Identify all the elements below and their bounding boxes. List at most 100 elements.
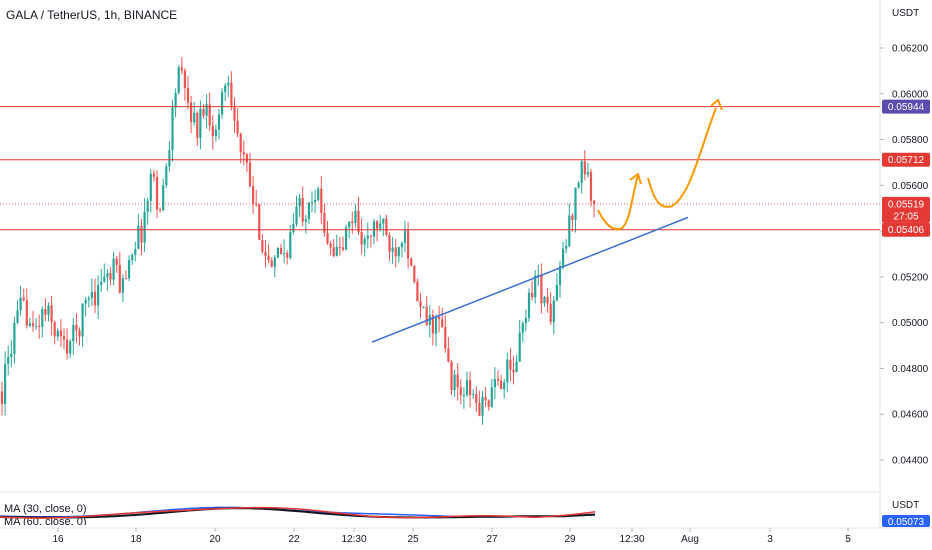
candle-body — [131, 254, 134, 261]
candle-body — [304, 219, 307, 222]
candle-body — [490, 387, 493, 407]
candle-body — [193, 113, 196, 123]
candle-body — [431, 315, 434, 334]
candle-body — [472, 394, 475, 396]
time-tick-label: 12:30 — [341, 534, 366, 545]
candle-body — [385, 218, 388, 236]
candle-body — [549, 303, 552, 322]
candle-body — [416, 281, 419, 302]
candle-body — [341, 247, 345, 250]
candle-body — [363, 238, 366, 245]
candle-body — [447, 348, 450, 362]
candle-body — [348, 221, 351, 228]
candle-body — [283, 253, 286, 255]
candle-body — [379, 223, 382, 229]
candle-body — [469, 380, 472, 396]
candle-body — [248, 162, 252, 187]
resistance-mid-label-text: 0.05712 — [888, 155, 925, 166]
candle-body — [400, 242, 403, 248]
time-tick-label: 18 — [130, 534, 142, 545]
price-tick-label: 0.06000 — [892, 89, 929, 100]
time-tick-label: 20 — [209, 534, 221, 545]
time-tick-label: 3 — [767, 534, 773, 545]
candle-body — [397, 247, 400, 257]
candle-body — [22, 297, 25, 301]
candle-body — [586, 172, 589, 175]
candle-body — [87, 298, 90, 300]
candle-body — [509, 359, 512, 370]
candle-body — [279, 247, 283, 254]
current-price-label-text: 27:05 — [893, 211, 918, 222]
candle-body — [391, 247, 394, 252]
candle-body — [410, 258, 413, 266]
ma60-label[interactable]: MA (60, close, 0) — [4, 516, 87, 525]
candle-body — [72, 324, 75, 342]
candle-body — [295, 206, 298, 225]
candle-body — [128, 260, 131, 279]
current-price-label-text: 0.05519 — [888, 199, 925, 210]
candle-body — [270, 260, 273, 267]
ma-value-box — [882, 515, 930, 527]
time-tick-label: 5 — [845, 534, 851, 545]
candle-body — [112, 258, 115, 280]
candle-body — [180, 67, 183, 71]
candle-body — [155, 176, 159, 210]
candle-body — [589, 172, 593, 201]
current-price-label-box — [882, 196, 930, 223]
trendline — [371, 216, 689, 343]
candle-body — [562, 248, 565, 267]
candle-body — [369, 235, 372, 237]
candle-body — [434, 316, 438, 334]
candle-body — [162, 185, 165, 211]
price-tick-label: 0.05600 — [892, 181, 929, 192]
candle-body — [326, 232, 329, 244]
candle-body — [168, 150, 171, 167]
candle-body — [174, 93, 177, 108]
candle-body — [4, 363, 7, 404]
price-tick-label: 0.04600 — [892, 410, 929, 421]
candle-body — [593, 200, 596, 204]
candle-body — [81, 303, 84, 337]
candle-body — [307, 202, 310, 220]
candle-body — [236, 120, 239, 134]
candle-body — [159, 209, 162, 211]
ma30-label[interactable]: MA (30, close, 0) — [4, 503, 87, 515]
candle-body — [500, 380, 503, 390]
candle-body — [258, 204, 261, 240]
candle-body — [527, 292, 531, 318]
candle-body — [118, 264, 121, 293]
candle-body — [512, 369, 515, 373]
time-tick-label: 22 — [288, 534, 300, 545]
candle-body — [577, 182, 580, 188]
candle-body — [394, 247, 397, 257]
candle-body — [580, 161, 583, 183]
candle-body — [450, 361, 453, 391]
candle-body — [478, 402, 481, 416]
candle-body — [574, 187, 577, 220]
candle-body — [329, 243, 332, 248]
candle-body — [53, 322, 56, 337]
candle-body — [90, 291, 93, 299]
candle-body — [41, 309, 44, 327]
candle-body — [124, 278, 128, 280]
time-tick-label: 29 — [564, 534, 576, 545]
candle-body — [252, 186, 255, 204]
candle-body — [323, 212, 326, 233]
candle-body — [205, 104, 208, 116]
candle-body — [152, 173, 155, 177]
candle-body — [62, 336, 66, 340]
candle-body — [444, 327, 447, 349]
candle-body — [47, 305, 50, 315]
time-tick-label: 12:30 — [619, 534, 644, 545]
time-tick-label: Aug — [681, 534, 699, 545]
ma-value-text: 0.05073 — [888, 517, 925, 528]
candle-body — [69, 341, 72, 354]
candle-body — [335, 246, 338, 256]
candle-body — [84, 299, 87, 304]
candle-body — [289, 232, 292, 258]
candle-body — [10, 353, 13, 357]
candle-body — [28, 323, 31, 326]
candle-body — [465, 380, 469, 395]
projection-arrow-2 — [710, 98, 723, 111]
